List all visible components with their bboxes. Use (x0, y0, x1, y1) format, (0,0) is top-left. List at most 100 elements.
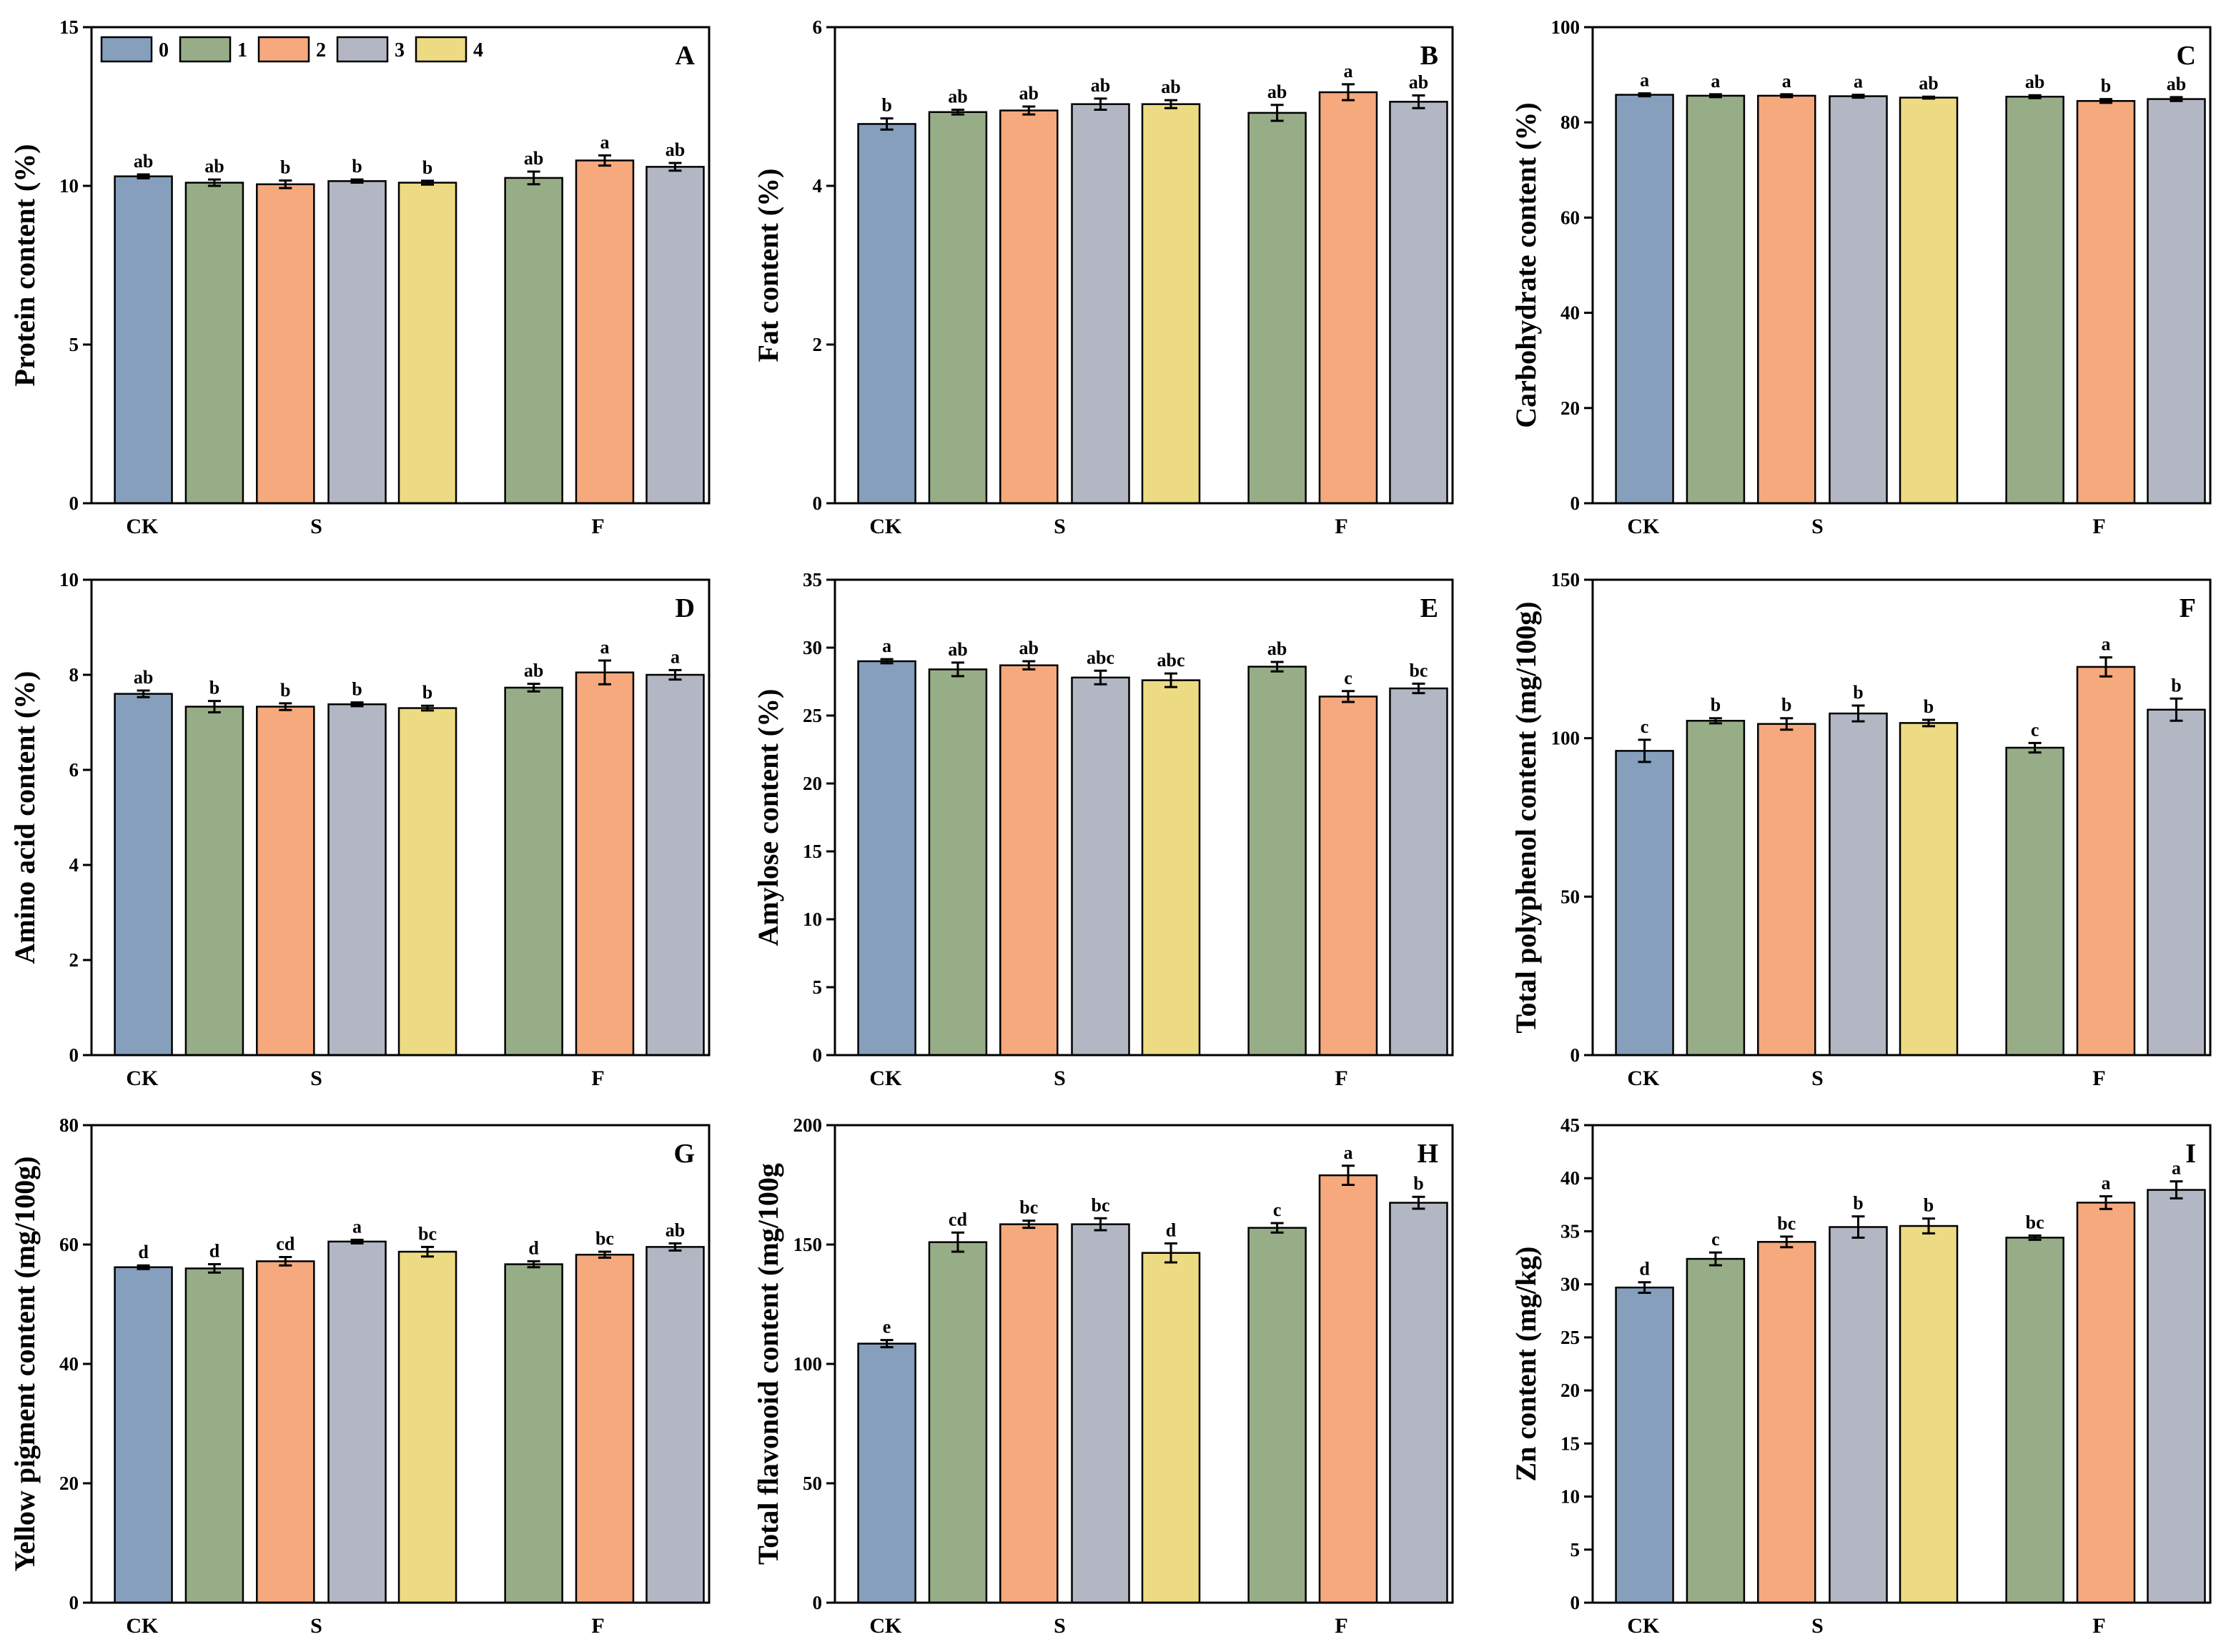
y-tick-label: 5 (1570, 1539, 1581, 1561)
y-tick-label: 0 (69, 1044, 79, 1066)
bar (256, 183, 315, 505)
panel-h: 0 50 100 150 200 Total flavonoid content (mg/… (752, 1114, 1454, 1638)
x-group-label: F (2092, 515, 2105, 538)
bar (2147, 1189, 2206, 1604)
x-group-label: F (2092, 1067, 2105, 1090)
y-axis-label: Carbohydrate content (%) (1510, 102, 1542, 428)
significance-label: d (138, 1242, 149, 1262)
y-axis-label: Zn content (mg/kg) (1510, 1247, 1542, 1482)
significance-label: bc (2026, 1212, 2044, 1232)
bar (575, 671, 635, 1057)
significance-label: b (1413, 1173, 1423, 1194)
significance-label: ab (1019, 83, 1039, 104)
bar (2005, 95, 2064, 505)
x-group-label: S (1811, 1614, 1824, 1638)
bar (1389, 1202, 1448, 1604)
bar (1899, 722, 1959, 1057)
bar (114, 693, 173, 1057)
y-tick-label: 6 (813, 16, 823, 38)
x-group-label: CK (869, 515, 902, 538)
y-axis-label: Protein content (%) (9, 144, 41, 386)
significance-label: a (1782, 71, 1791, 91)
plot-frame (90, 1124, 711, 1604)
plot-frame (1591, 26, 2212, 505)
significance-label: d (209, 1241, 220, 1262)
bar (397, 707, 457, 1057)
bar (504, 1263, 563, 1604)
plot-frame (90, 26, 711, 505)
bar (1615, 750, 1674, 1057)
bar (645, 166, 705, 505)
y-tick-label: 15 (803, 841, 822, 862)
x-group-label: F (591, 515, 604, 538)
bar (504, 686, 563, 1057)
y-axis-label: Amylose content (%) (752, 689, 784, 946)
significance-label: abc (1157, 650, 1185, 671)
significance-label: ab (1267, 81, 1287, 102)
x-group-label: S (1811, 515, 1824, 538)
plot-frame (834, 578, 1454, 1057)
panel-letter: I (2185, 1139, 2196, 1169)
y-axis-label: Fat content (%) (752, 168, 784, 362)
y-tick-label: 0 (1570, 1044, 1581, 1066)
bar (1899, 97, 1959, 505)
x-group-label: CK (126, 1614, 159, 1638)
bar (256, 706, 315, 1057)
x-group-label: CK (1627, 1614, 1660, 1638)
significance-label: ab (1019, 638, 1039, 658)
significance-label: a (352, 1216, 362, 1237)
panel-c: 0 20 40 60 80 100 Carbohydrate content (%) a a a a… (1510, 16, 2212, 538)
y-tick-label: 2 (69, 949, 79, 971)
y-tick-label: 40 (59, 1353, 79, 1375)
significance-label: b (1853, 682, 1863, 703)
significance-label: a (2172, 1158, 2181, 1179)
y-tick-label: 15 (1560, 1433, 1580, 1454)
y-tick-label: 40 (1560, 302, 1580, 324)
significance-label: a (671, 646, 680, 667)
bar (1318, 1174, 1378, 1604)
significance-label: ab (134, 151, 153, 172)
significance-label: a (1854, 71, 1863, 92)
bar (1389, 101, 1448, 505)
significance-label: b (280, 680, 290, 701)
significance-label: c (1273, 1200, 1282, 1220)
significance-label: d (528, 1237, 539, 1258)
panel-letter: A (676, 41, 696, 71)
y-tick-label: 10 (803, 909, 822, 930)
significance-label: b (1924, 696, 1934, 717)
bar (114, 175, 173, 505)
y-tick-label: 80 (59, 1114, 79, 1136)
y-tick-label: 8 (69, 664, 79, 686)
panel-letter: H (1417, 1139, 1438, 1169)
legend-swatch (415, 36, 468, 63)
y-tick-label: 60 (1560, 207, 1580, 228)
plot-frame (1591, 578, 2212, 1057)
significance-label: ab (2025, 71, 2044, 92)
y-tick-label: 0 (813, 1592, 823, 1613)
bar (1141, 103, 1201, 505)
bar (2076, 666, 2136, 1057)
panel-f: 0 50 100 150 Total polyphenol content (mg/10… (1510, 569, 2212, 1090)
y-tick-label: 10 (1560, 1486, 1580, 1508)
significance-label: e (883, 1317, 891, 1337)
x-group-label: S (310, 1614, 322, 1638)
significance-label: b (1711, 695, 1721, 716)
bar (2005, 746, 2064, 1057)
significance-label: b (280, 157, 290, 177)
bar (575, 1253, 635, 1604)
x-group-label: CK (126, 1067, 159, 1090)
x-group-label: F (2092, 1614, 2105, 1638)
y-tick-label: 10 (59, 569, 79, 590)
x-group-label: S (1811, 1067, 1824, 1090)
significance-label: d (1639, 1259, 1650, 1280)
significance-label: c (1641, 716, 1649, 737)
x-group-label: F (591, 1067, 604, 1090)
y-tick-label: 50 (803, 1473, 822, 1494)
bar (1686, 1257, 1746, 1604)
y-tick-label: 25 (1560, 1327, 1580, 1348)
y-tick-label: 50 (1560, 886, 1580, 907)
significance-label: b (2171, 675, 2181, 696)
x-group-label: F (1335, 515, 1347, 538)
y-tick-label: 15 (59, 16, 79, 38)
bar (1318, 696, 1378, 1057)
